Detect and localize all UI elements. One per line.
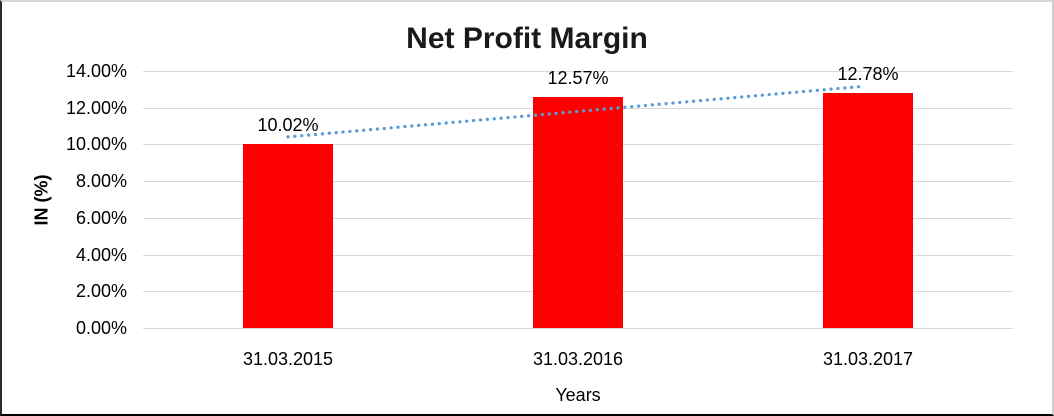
x-tick-label: 31.03.2017 xyxy=(822,349,914,369)
bar-data-label: 12.57% xyxy=(547,68,609,89)
y-tick-label: 2.00% xyxy=(75,281,127,302)
y-tick-label: 0.00% xyxy=(75,318,127,338)
x-tick-label: 31.03.2016 xyxy=(532,349,624,369)
gridline xyxy=(143,328,1013,329)
y-tick-label: 10.00% xyxy=(65,134,127,155)
bar xyxy=(533,97,623,328)
x-tick-label: 31.03.2015 xyxy=(242,349,334,369)
y-tick-label: 4.00% xyxy=(75,244,127,265)
bar xyxy=(823,93,913,328)
chart-title: Net Profit Margin xyxy=(406,22,648,55)
bar xyxy=(243,144,333,328)
y-tick-label: 14.00% xyxy=(65,61,127,81)
y-tick-label: 8.00% xyxy=(75,171,127,192)
gridline xyxy=(143,71,1013,72)
x-axis-title: Years xyxy=(555,385,601,405)
y-tick-label: 12.00% xyxy=(65,97,127,118)
y-tick-label: 6.00% xyxy=(75,207,127,228)
bar-data-label: 12.78% xyxy=(837,64,899,85)
bar-data-label: 10.02% xyxy=(257,115,319,136)
